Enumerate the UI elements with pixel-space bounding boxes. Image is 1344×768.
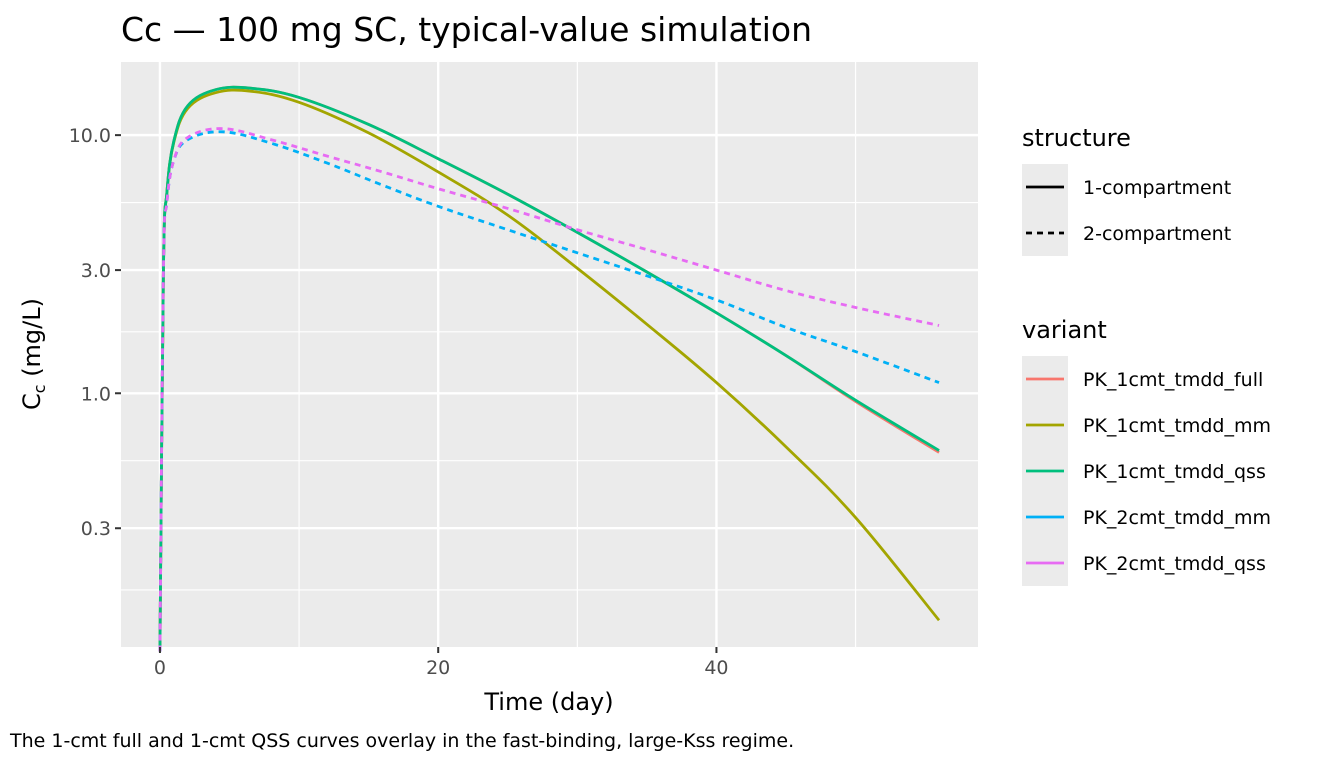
y-tick-label: 0.3 xyxy=(81,518,111,540)
plot-panel xyxy=(121,62,978,647)
y-tick-label: 1.0 xyxy=(81,383,111,405)
legend-structure-title: structure xyxy=(1022,124,1131,152)
series-line-pk-2cmt-tmdd-qss xyxy=(158,127,940,652)
y-tick-label: 10.0 xyxy=(69,125,111,147)
series-line-pk-1cmt-tmdd-qss xyxy=(158,85,940,652)
legend-label: PK_1cmt_tmdd_mm xyxy=(1083,415,1271,437)
y-axis-title-unit: (mg/L) xyxy=(18,298,46,384)
legend-structure: structure 1-compartment 2-compartment xyxy=(1022,124,1231,256)
chart-caption: The 1-cmt full and 1-cmt QSS curves over… xyxy=(9,730,794,752)
legend-label: PK_2cmt_tmdd_mm xyxy=(1083,507,1271,529)
legend-label: PK_1cmt_tmdd_qss xyxy=(1083,461,1266,483)
y-axis-title-main: C xyxy=(18,393,46,410)
grid-major xyxy=(121,62,978,647)
legend-label: 1-compartment xyxy=(1083,177,1231,199)
y-axis-title-subscript: c xyxy=(30,384,49,393)
legend-label: PK_2cmt_tmdd_qss xyxy=(1083,553,1266,575)
y-axis: 0.3 1.0 3.0 10.0 xyxy=(69,125,121,540)
chart-title: Cc — 100 mg SC, typical-value simulation xyxy=(121,10,812,49)
x-tick-label: 20 xyxy=(426,657,450,679)
grid-minor xyxy=(121,62,978,647)
x-tick-label: 0 xyxy=(154,657,166,679)
legend-label: 2-compartment xyxy=(1083,223,1231,245)
y-tick-label: 3.0 xyxy=(81,260,111,282)
legend-label: PK_1cmt_tmdd_full xyxy=(1083,369,1263,391)
x-axis: 0 20 40 xyxy=(154,647,729,679)
legend-structure-keys xyxy=(1022,164,1068,256)
legend-variant: variant PK_1cmt_tmdd_full PK_1cmt_tmdd_mm… xyxy=(1022,316,1271,586)
legend-variant-title: variant xyxy=(1022,316,1107,344)
x-tick-label: 40 xyxy=(704,657,728,679)
y-axis-title: Cc (mg/L) xyxy=(18,298,49,410)
x-axis-title: Time (day) xyxy=(483,688,613,716)
series-layer xyxy=(158,85,941,652)
